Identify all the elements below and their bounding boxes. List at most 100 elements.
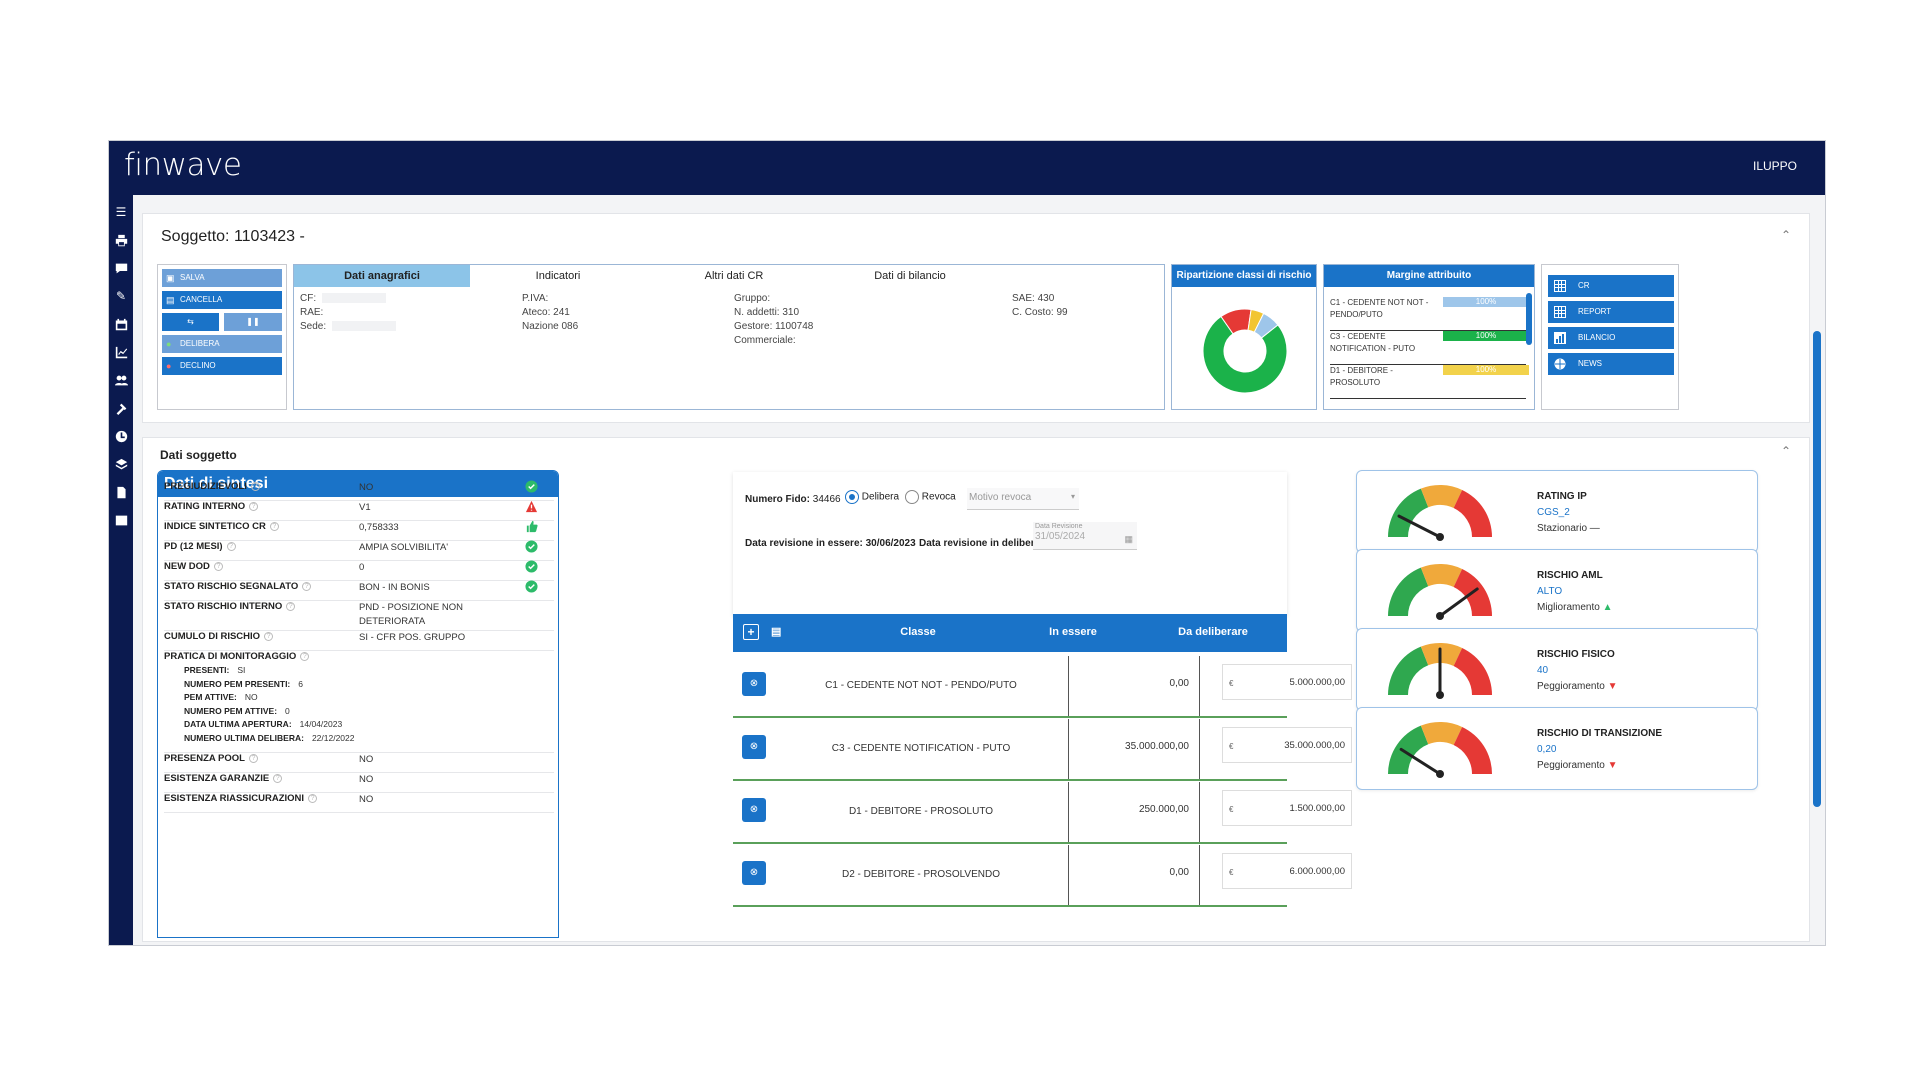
clock-icon[interactable] [109, 425, 133, 447]
help-icon[interactable]: ? [302, 581, 312, 591]
attachment-icon[interactable]: ✎ [115, 289, 127, 303]
sintesi-row: RATING INTERNO? V1 [164, 500, 554, 521]
help-icon[interactable]: ? [213, 561, 223, 571]
news-button[interactable]: NEWS [1548, 353, 1674, 375]
thumb-up-icon: ● [166, 339, 172, 349]
gauge-band [1420, 564, 1463, 588]
gauge-card: RATING IP CGS_2 Stazionario — [1356, 470, 1758, 553]
table-row: ⊗ C1 - CEDENTE NOT NOT - PENDO/PUTO 0,00 €5… [733, 656, 1352, 718]
delibera-button[interactable]: ● DELIBERA [162, 335, 282, 353]
calendar-icon[interactable]: ▦ [1124, 534, 1133, 544]
delete-row-button[interactable]: ⊗ [742, 798, 766, 822]
data-revisione-input[interactable]: Data Revisione 31/05/2024 ▦ [1033, 522, 1137, 550]
close-icon: ⊗ [749, 804, 759, 815]
pratica-item: PRESENTI: SI [184, 665, 246, 675]
chat-icon[interactable] [109, 257, 133, 279]
help-icon[interactable]: ? [300, 651, 310, 661]
gauge-band [1420, 485, 1463, 509]
sintesi-label: PRESENZA POOL? [164, 753, 258, 764]
collapse-icon[interactable]: ⌃ [1780, 228, 1791, 242]
help-icon[interactable]: ? [249, 501, 259, 511]
cell-in-essere: 0,00 [1068, 845, 1199, 905]
margine-title: Margine attribuito [1324, 265, 1534, 287]
actions-panel: ▣ SALVA ▤ CANCELLA ⇆ ❚❚ ● DELIBERA ● DECLINO [157, 264, 287, 410]
report-button[interactable]: REPORT [1548, 301, 1674, 323]
delete-row-button[interactable]: ⊗ [742, 735, 766, 759]
delete-row-button[interactable]: ⊗ [742, 672, 766, 696]
tab-dati-anagrafici[interactable]: Dati anagrafici [294, 265, 470, 287]
sintesi-value: 0,758333 [359, 522, 399, 533]
cancel-button[interactable]: ▤ CANCELLA [162, 291, 282, 309]
help-icon[interactable]: ? [308, 793, 318, 803]
help-icon[interactable]: ? [269, 521, 279, 531]
gauge-title: RISCHIO DI TRANSIZIONE [1537, 728, 1663, 739]
margine-bar: 100% [1443, 331, 1529, 341]
help-icon[interactable]: ? [250, 481, 260, 491]
close-icon: ⊗ [749, 678, 759, 689]
tab-indicatori[interactable]: Indicatori [535, 270, 581, 282]
addetti-field: N. addetti: 310 [734, 307, 800, 318]
document-icon[interactable]: ▤ [771, 626, 782, 638]
hammer-icon[interactable] [109, 397, 133, 419]
sintesi-label: PREGIUDIZIEVOLI? [164, 481, 260, 492]
help-icon[interactable]: ? [273, 773, 283, 783]
users-icon[interactable] [109, 369, 133, 391]
cell-da-deliberare: €35.000.000,00 [1199, 719, 1352, 779]
sae-field: SAE: 430 [1012, 293, 1055, 304]
tab-altri-dati-cr[interactable]: Altri dati CR [704, 270, 764, 282]
rae-field: RAE: [300, 307, 324, 318]
arrow-down-icon: ▼ [1604, 760, 1618, 771]
motivo-revoca-select[interactable]: Motivo revoca ▾ [967, 488, 1079, 510]
print-icon[interactable] [109, 229, 133, 251]
gauge-card: RISCHIO DI TRANSIZIONE 0,20 Peggioramento … [1356, 707, 1758, 790]
user-menu[interactable]: ILUPPO [1752, 159, 1797, 173]
save-button[interactable]: ▣ SALVA [162, 269, 282, 287]
sintesi-row: PD (12 MESI)? AMPIA SOLVIBILITA' [164, 540, 554, 561]
layers-icon[interactable] [109, 453, 133, 475]
delete-row-button[interactable]: ⊗ [742, 861, 766, 885]
sintesi-value: AMPIA SOLVIBILITA' [359, 542, 449, 553]
sintesi-label: STATO RISCHIO INTERNO? [164, 601, 296, 612]
delibera-radio[interactable]: Delibera [845, 490, 899, 504]
menu-icon[interactable]: ☰ [115, 205, 127, 219]
swap-button[interactable]: ⇆ [162, 313, 219, 331]
ripartizione-card: Ripartizione classi di rischio [1171, 264, 1317, 410]
add-row-icon[interactable]: + [743, 624, 759, 640]
bilancio-button[interactable]: BILANCIO [1548, 327, 1674, 349]
arrow-up-icon: ▲ [1599, 602, 1613, 613]
collapse-icon[interactable]: ⌃ [1780, 444, 1791, 458]
document-icon[interactable] [109, 481, 133, 503]
list-icon[interactable] [109, 509, 133, 531]
margine-label: C1 - CEDENTE NOT NOT - PENDO/PUTO [1330, 298, 1429, 319]
margine-scrollbar[interactable] [1526, 293, 1532, 345]
globe-icon [1554, 358, 1566, 370]
help-icon[interactable]: ? [264, 631, 274, 641]
pause-button[interactable]: ❚❚ [224, 313, 282, 331]
sintesi-label: INDICE SINTETICO CR? [164, 521, 279, 532]
revisione-delibera-label: Data revisione in delibera: [919, 538, 1044, 549]
margine-row: D1 - DEBITORE - PROSOLUTO 100% [1330, 361, 1529, 399]
amount-input[interactable]: €5.000.000,00 [1222, 664, 1352, 700]
help-icon[interactable]: ? [248, 753, 258, 763]
check-icon [525, 580, 538, 593]
calendar-icon[interactable] [109, 313, 133, 335]
nazione-field: Nazione 086 [522, 321, 579, 332]
app-window: finwave ILUPPO ☰ ✎ Soggetto: 1103423 - ⌃… [108, 140, 1826, 946]
chart-icon[interactable] [109, 341, 133, 363]
gauge-band [1453, 726, 1492, 774]
declino-button[interactable]: ● DECLINO [162, 357, 282, 375]
gauge-band [1453, 489, 1492, 537]
cr-button[interactable]: CR [1548, 275, 1674, 297]
revoca-radio[interactable]: Revoca [905, 490, 956, 504]
gauge-chart [1388, 643, 1492, 699]
sintesi-label: ESISTENZA GARANZIE? [164, 773, 283, 784]
amount-input[interactable]: €35.000.000,00 [1222, 727, 1352, 763]
help-icon[interactable]: ? [226, 541, 236, 551]
tab-dati-bilancio[interactable]: Dati di bilancio [874, 270, 946, 282]
gauge-title: RISCHIO FISICO [1537, 649, 1615, 660]
help-icon[interactable]: ? [286, 601, 296, 611]
amount-input[interactable]: €1.500.000,00 [1222, 790, 1352, 826]
check-icon [525, 480, 538, 493]
amount-input[interactable]: €6.000.000,00 [1222, 853, 1352, 889]
page-scrollbar[interactable] [1813, 331, 1821, 807]
